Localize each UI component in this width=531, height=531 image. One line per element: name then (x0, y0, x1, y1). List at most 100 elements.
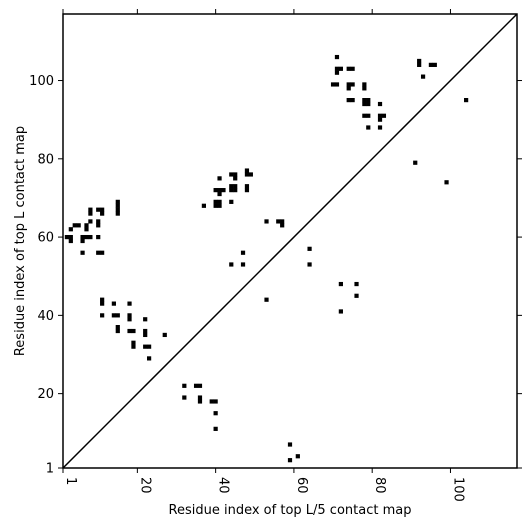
contact-point (217, 188, 222, 193)
contact-point (88, 207, 93, 212)
contact-point (111, 313, 116, 318)
contact-point (115, 313, 120, 318)
contact-point (182, 395, 187, 400)
contact-point (147, 356, 152, 361)
contact-point (213, 188, 218, 193)
contact-point (72, 223, 77, 228)
contact-point (338, 309, 343, 314)
contact-point (80, 238, 85, 244)
y-tick-label: 20 (37, 387, 54, 402)
contact-point (84, 234, 89, 240)
contact-point (88, 211, 93, 216)
contact-point (100, 297, 105, 302)
contact-point (143, 344, 148, 349)
contact-point (377, 113, 383, 118)
contact-point (295, 454, 300, 459)
contact-point (84, 227, 89, 232)
contact-point (213, 426, 218, 431)
contact-point (76, 223, 81, 228)
contact-point (346, 98, 351, 103)
contact-point (229, 172, 234, 177)
contact-point (276, 219, 281, 224)
contact-point (417, 62, 422, 67)
contact-point (68, 238, 73, 244)
contact-point (244, 188, 250, 193)
contact-point (80, 250, 85, 255)
contact-point (88, 219, 93, 224)
x-axis-title: Residue index of top L/5 contact map (169, 503, 412, 518)
contact-point (209, 399, 214, 404)
contact-point (362, 113, 367, 118)
contact-point (366, 125, 371, 130)
contact-point (240, 262, 246, 267)
contact-point (115, 328, 120, 334)
contact-point (338, 66, 343, 71)
contact-point (96, 207, 101, 212)
contact-point (193, 383, 199, 388)
x-axis: 1 20 40 60 80 100 (62, 9, 465, 502)
contact-point (233, 176, 238, 181)
contact-point (280, 223, 285, 228)
contact-point (143, 332, 148, 338)
x-tick-label: 20 (137, 477, 152, 494)
contact-point (233, 184, 238, 189)
contact-point (68, 227, 73, 232)
contact-point (127, 301, 132, 306)
contact-point (354, 281, 359, 287)
contact-point (127, 317, 132, 322)
contact-point (362, 82, 367, 87)
contact-point (197, 383, 203, 388)
points-layer (64, 54, 469, 463)
contact-point (213, 399, 218, 404)
contact-point (334, 70, 340, 75)
contact-point (213, 199, 218, 204)
contact-point (264, 219, 269, 224)
contact-point (287, 458, 293, 463)
contact-point (84, 223, 89, 228)
contact-point (338, 281, 343, 287)
contact-point (244, 172, 250, 177)
contact-point (432, 62, 437, 67)
y-tick-label: 1 (46, 462, 54, 477)
contact-point (280, 219, 285, 224)
contact-point (307, 246, 312, 251)
contact-point (377, 101, 383, 107)
contact-point (96, 219, 101, 224)
contact-point (229, 199, 234, 204)
contact-point (334, 54, 340, 60)
contact-point (377, 117, 383, 122)
contact-point (213, 411, 218, 416)
contact-point (417, 58, 422, 64)
contact-point (147, 344, 152, 349)
contact-point (346, 82, 351, 87)
contact-point (354, 293, 359, 298)
contact-point (182, 383, 187, 388)
y-axis: 1 20 40 60 80 100 (29, 74, 522, 477)
contact-point (413, 160, 418, 165)
contact-point (444, 180, 449, 185)
contact-point (100, 301, 105, 306)
contact-point (350, 66, 355, 71)
contact-point (362, 98, 367, 103)
y-tick-label: 100 (29, 74, 54, 89)
contact-point (420, 74, 426, 79)
contact-point (64, 234, 70, 240)
contact-point (350, 82, 355, 87)
contact-point (464, 98, 469, 103)
contact-point (244, 184, 250, 189)
contact-point (143, 328, 148, 334)
contact-point (115, 325, 120, 330)
contact-point (362, 86, 367, 91)
contact-point (229, 188, 234, 193)
contact-point (377, 125, 383, 130)
contact-point (334, 82, 340, 87)
contact-point (217, 203, 222, 208)
contact-point (131, 344, 136, 349)
contact-point (88, 234, 93, 240)
contact-point (213, 203, 218, 208)
contact-point (100, 207, 105, 212)
contact-point (131, 328, 136, 334)
plot-frame (62, 13, 518, 469)
contact-point (221, 188, 226, 193)
